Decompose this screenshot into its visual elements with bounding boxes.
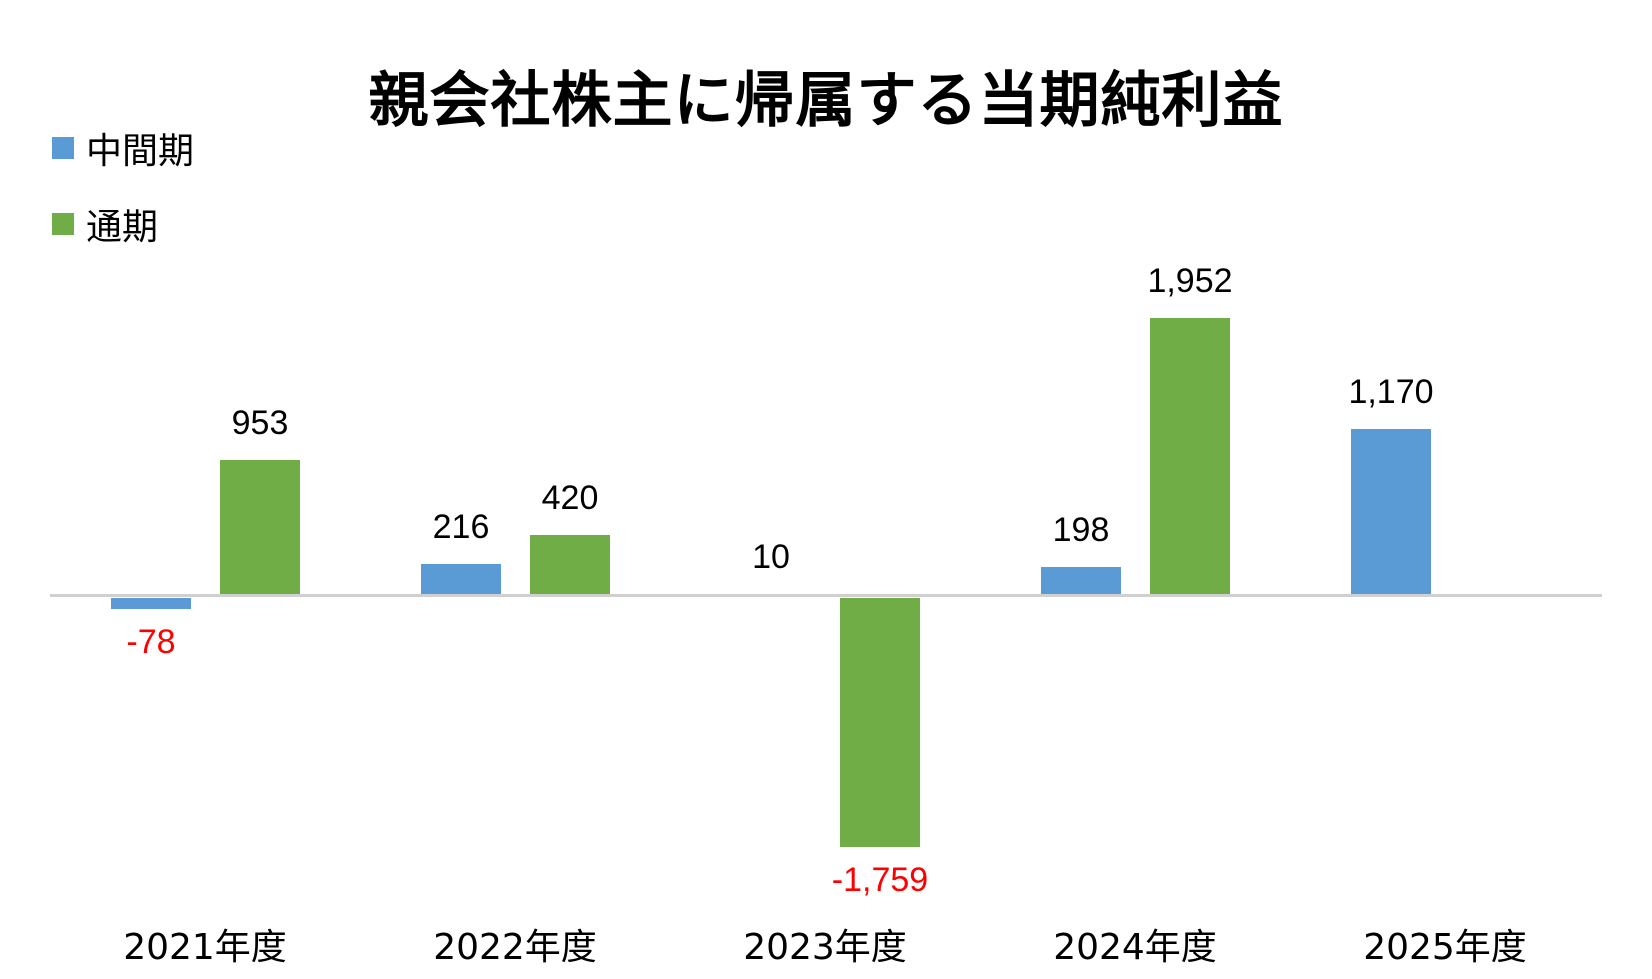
category-label: 2024年度 — [1053, 927, 1217, 968]
legend-item-interim: 中間期 — [52, 122, 194, 174]
category-label: 2022年度 — [433, 927, 597, 968]
legend-label-full-year: 通期 — [86, 207, 159, 248]
bar-interim — [421, 564, 501, 595]
bar-full-year — [840, 598, 920, 848]
data-label: 198 — [1052, 510, 1110, 549]
category-label: 2025年度 — [1363, 927, 1527, 968]
legend-swatch-interim — [52, 137, 74, 159]
zero-axis-line — [50, 594, 1602, 597]
legend-label-interim: 中間期 — [86, 131, 195, 172]
data-label: 1,952 — [1147, 262, 1233, 301]
data-label: 953 — [231, 403, 289, 442]
data-label: 1,170 — [1348, 373, 1434, 412]
data-label: 10 — [752, 537, 790, 576]
chart-title: 親会社株主に帰属する当期純利益 — [368, 66, 1284, 136]
legend-swatch-full-year — [52, 213, 74, 235]
data-label: 420 — [541, 479, 599, 518]
legend-item-full-year: 通期 — [52, 198, 158, 250]
bar-full-year — [220, 459, 300, 595]
data-label: 216 — [432, 508, 490, 547]
bar-interim — [1041, 566, 1121, 595]
bar-interim — [1351, 429, 1431, 595]
data-label: -1,759 — [831, 861, 929, 900]
data-label: -78 — [126, 623, 176, 662]
category-label: 2021年度 — [123, 927, 287, 968]
bar-full-year — [530, 535, 610, 595]
bar-interim — [111, 598, 191, 610]
category-label: 2023年度 — [743, 927, 907, 968]
bar-full-year — [1150, 318, 1230, 595]
